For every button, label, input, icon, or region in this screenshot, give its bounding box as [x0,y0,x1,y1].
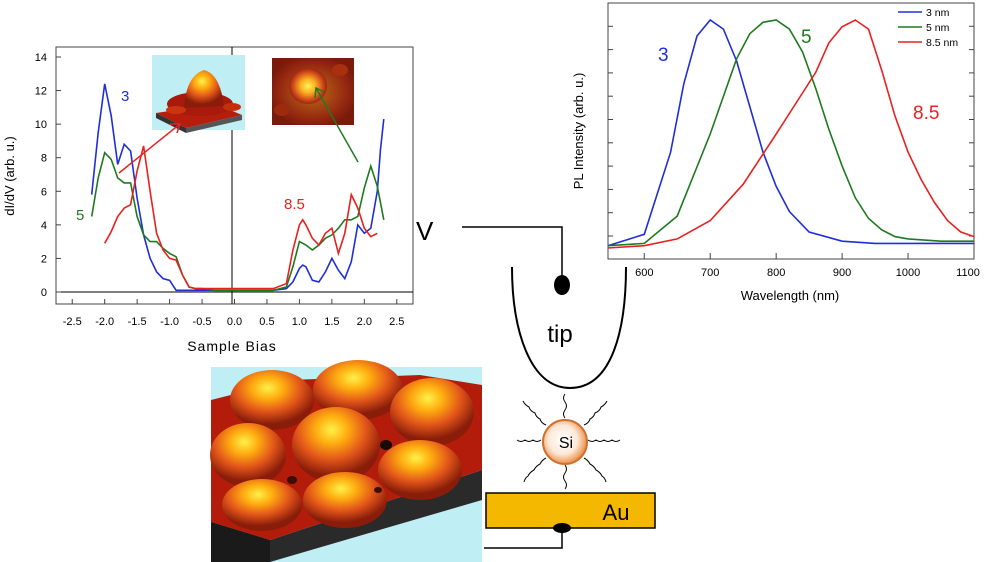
sts-label-3: 3 [121,88,129,105]
tip-schematic: V tip Si Au [416,216,656,549]
pl-xtick-label: 900 [833,267,851,279]
sts-x-ticks: -2.5 -2.0 -1.5 -1.0 -0.5 0.0 0.5 1.0 1.5 2.0 2.5 [63,299,404,328]
pl-plot-frame [607,2,975,260]
afm-2d-dot-icon [272,58,354,125]
pl-y-ticks [608,2,974,237]
sts-ytick-label: 10 [35,119,47,131]
si-label: Si [559,435,573,452]
pl-chart: 600 700 800 900 1000 1100 PL Intensity (arb. … [571,2,980,303]
pl-legend-5nm: 5 nm [926,22,950,34]
pl-xlabel: Wavelength (nm) [741,288,840,303]
sts-xtick-label: -2.0 [95,316,114,328]
sts-ytick-label: 8 [41,153,47,165]
tip-label: tip [547,321,572,348]
au-substrate [485,492,656,529]
tip-outline-icon [511,266,627,390]
sts-ytick-label: 6 [41,186,47,198]
sts-xtick-label: 0.0 [227,316,242,328]
pl-xtick-label: 1000 [896,267,920,279]
sts-ytick-label: 0 [41,287,47,299]
sts-chart: 0 2 4 6 8 10 12 14 -2.5 -2.0 -1.5 -1.0 -0.5 0.0 0.5 1.… [2,46,414,354]
sts-label-8.5: 8.5 [284,196,305,213]
pl-xtick-label: 700 [701,267,719,279]
sts-series-8.5 [104,145,378,290]
sts-ytick-label: 14 [35,52,47,64]
sts-xtick-label: 1.0 [292,316,307,328]
pl-xtick-label: 800 [767,267,785,279]
pl-legend: 3 nm 5 nm 8.5 nm [898,7,958,49]
sts-series-5 [90,151,385,292]
sts-xtick-label: -0.5 [193,316,212,328]
pl-legend-3nm: 3 nm [926,7,950,19]
afm-3d-surface-image [210,360,482,562]
si-nanoparticle-icon [542,419,588,465]
pl-legend-8.5nm: 8.5 nm [926,37,958,49]
pl-xtick-label: 600 [635,267,653,279]
sts-y-ticks: 0 2 4 6 8 10 12 14 [35,52,61,299]
voltage-label: V [416,216,434,246]
inset-arrow-red [118,123,182,174]
pl-x-ticks: 600 700 800 900 1000 1100 [635,253,980,279]
pl-series-3nm [608,18,974,247]
sts-xtick-label: -2.5 [63,316,82,328]
pl-ylabel: PL Intensity (arb. u.) [571,73,586,190]
sts-xlabel: Sample Bias [187,338,277,354]
sts-ytick-label: 12 [35,86,47,98]
inset-arrow-green [314,86,359,163]
sts-xtick-label: 2.0 [357,316,372,328]
sts-xtick-label: -1.5 [128,316,147,328]
sts-ylabel: dI/dV (arb. u.) [2,136,17,215]
sts-ytick-label: 4 [41,220,47,232]
sts-xtick-label: 0.5 [259,316,274,328]
pl-series-8.5nm [608,19,974,249]
sts-xtick-label: 2.5 [389,316,404,328]
sts-label-5: 5 [76,207,84,224]
ligand-chains-icon [516,393,621,490]
tip-wire [462,226,563,280]
sts-xtick-label: -1.0 [160,316,179,328]
au-label: Au [603,500,630,525]
pl-label-8.5: 8.5 [913,103,939,124]
tip-contact-dot [554,275,570,295]
pl-label-3: 3 [658,45,669,66]
au-wire [484,528,563,549]
pl-xtick-label: 1100 [956,267,980,279]
pl-series-5nm [608,19,974,247]
pl-label-5: 5 [801,27,812,48]
sts-ytick-label: 2 [41,253,47,265]
afm-3d-dot-icon [152,55,245,133]
sts-xtick-label: 1.5 [324,316,339,328]
